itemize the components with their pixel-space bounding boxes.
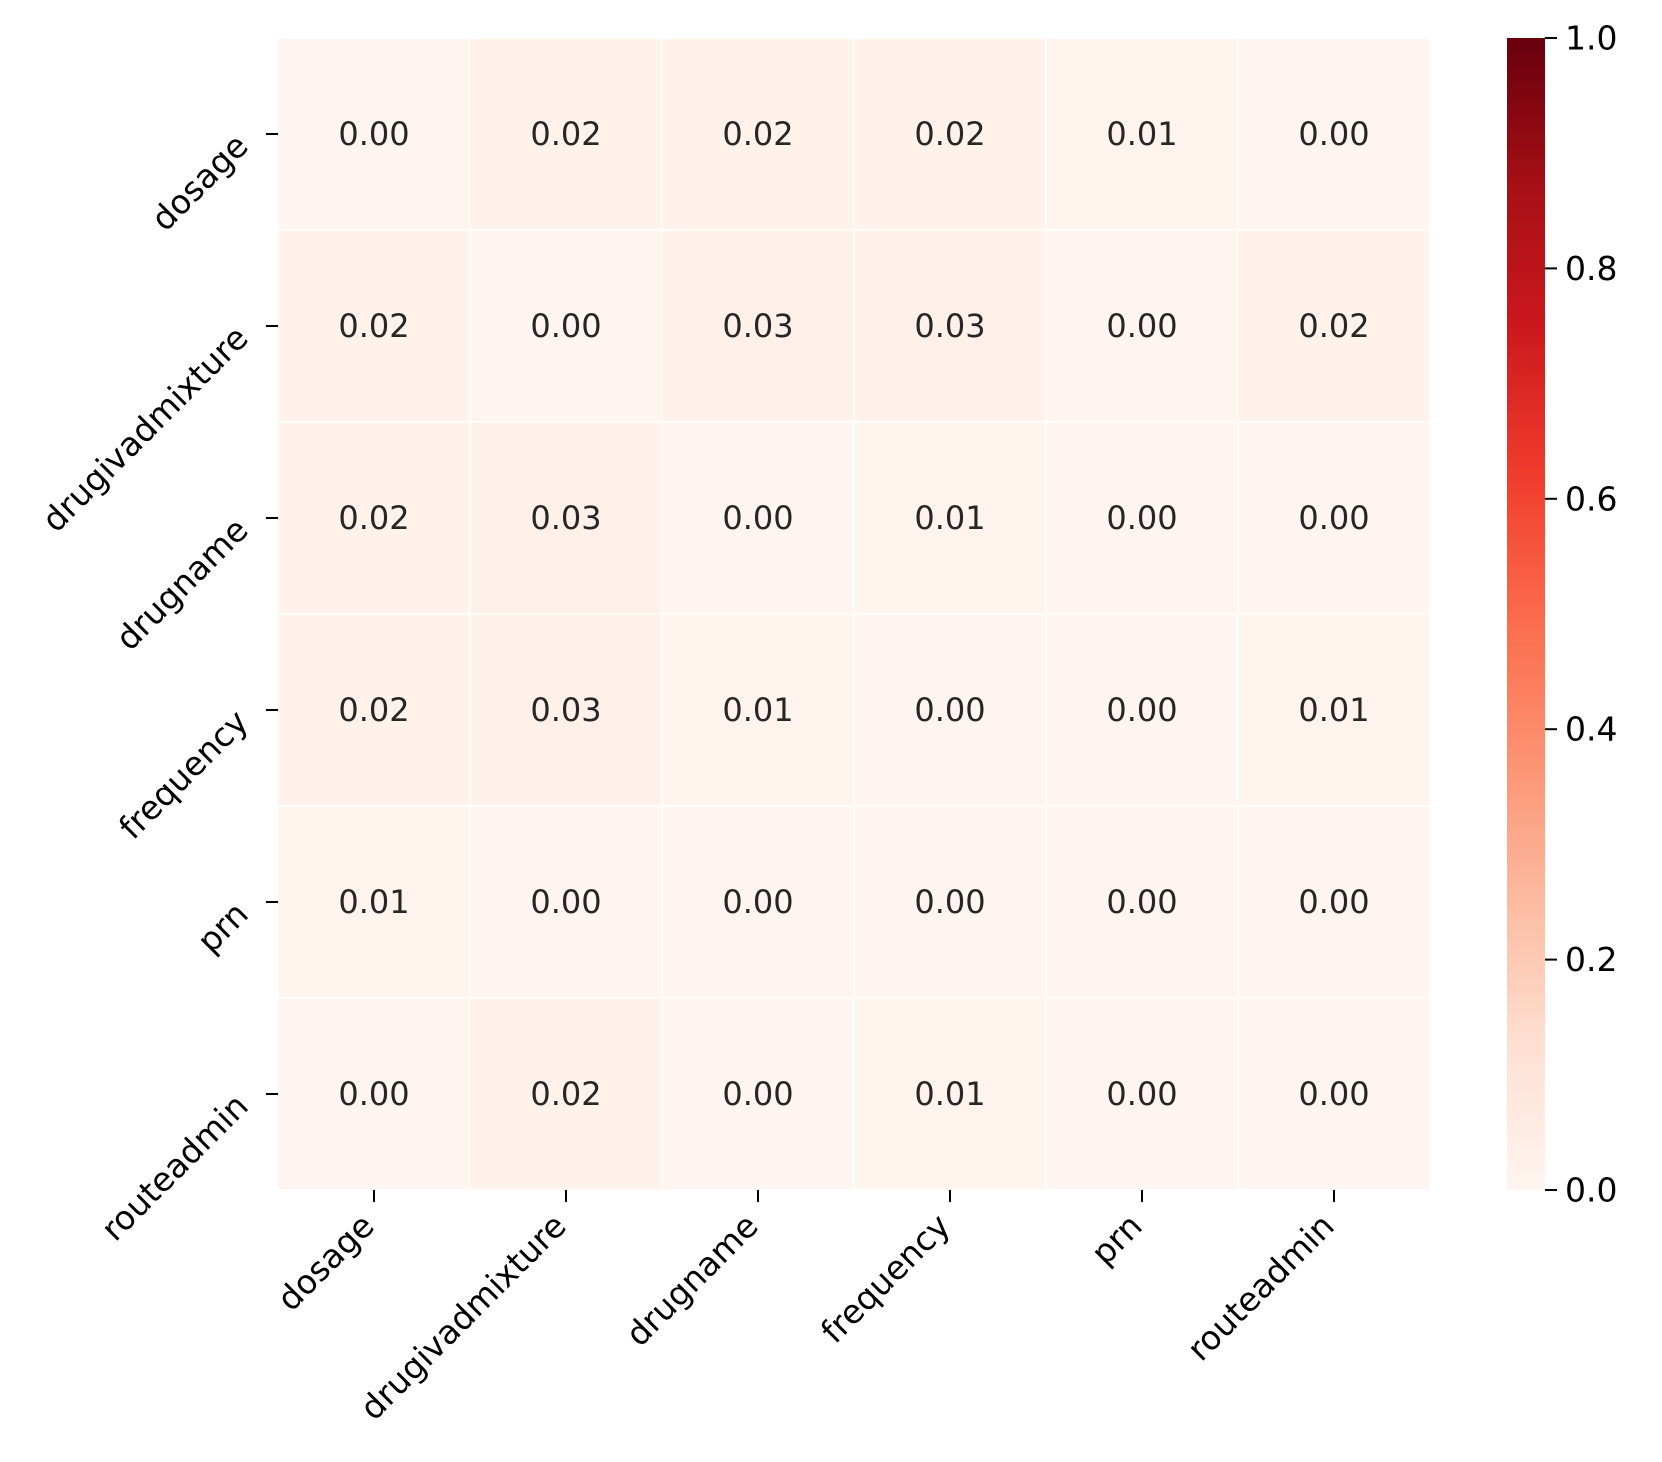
cell-value-label: 0.02 — [338, 691, 409, 729]
cell-value-label: 0.01 — [1298, 691, 1369, 729]
cell-value-label: 0.01 — [914, 1075, 985, 1113]
colorbar-tick-label: 0.6 — [1565, 479, 1617, 518]
cell-value-label: 0.00 — [1106, 307, 1177, 345]
heatmap-cell — [277, 997, 471, 1191]
cell-value-label: 0.01 — [722, 691, 793, 729]
heatmap-cell — [1045, 997, 1239, 1191]
cell-value-label: 0.01 — [914, 499, 985, 537]
colorbar-tick-label: 0.4 — [1565, 710, 1617, 749]
cell-value-label: 0.01 — [1106, 115, 1177, 153]
heatmap-cell — [277, 805, 471, 999]
cell-value-label: 0.03 — [914, 307, 985, 345]
heatmap-cell — [469, 421, 663, 615]
colorbar-tick-label: 0.8 — [1565, 249, 1617, 288]
cell-value-label: 0.00 — [722, 499, 793, 537]
cell-value-label: 0.00 — [1298, 1075, 1369, 1113]
cell-value-label: 0.02 — [914, 115, 985, 153]
cell-value-label: 0.02 — [1298, 307, 1369, 345]
colorbar-gradient — [1507, 38, 1545, 1190]
cell-value-label: 0.02 — [530, 115, 601, 153]
cell-value-label: 0.00 — [1298, 115, 1369, 153]
cell-value-label: 0.02 — [530, 1075, 601, 1113]
heatmap-cell — [469, 613, 663, 807]
heatmap-cell — [1237, 997, 1431, 1191]
heatmap-cell — [1045, 421, 1239, 615]
cell-value-label: 0.03 — [530, 691, 601, 729]
heatmap-cell — [661, 37, 855, 231]
cell-value-label: 0.00 — [1106, 499, 1177, 537]
heatmap-cell — [1045, 613, 1239, 807]
heatmap-cell — [853, 37, 1047, 231]
heatmap-cell — [853, 229, 1047, 423]
heatmap-cell — [661, 997, 855, 1191]
cell-value-label: 0.00 — [914, 691, 985, 729]
cell-value-label: 0.00 — [530, 883, 601, 921]
colorbar-tick-label: 1.0 — [1565, 19, 1617, 58]
heatmap-cell — [853, 613, 1047, 807]
heatmap-cell — [1237, 421, 1431, 615]
cell-value-label: 0.00 — [530, 307, 601, 345]
heatmap-cell — [853, 421, 1047, 615]
heatmap-cell — [853, 997, 1047, 1191]
cell-value-label: 0.02 — [338, 499, 409, 537]
colorbar: 0.0 0.2 0.4 0.6 0.8 1.0 — [1507, 19, 1617, 1210]
cell-value-label: 0.00 — [1106, 883, 1177, 921]
heatmap-cell — [277, 229, 471, 423]
heatmap-cell — [469, 37, 663, 231]
cell-value-label: 0.02 — [722, 115, 793, 153]
heatmap-cell-labels: 0.00 0.02 0.02 0.02 0.01 0.00 0.02 0.00 0.03 0.03… — [338, 115, 1369, 1113]
heatmap-cells — [277, 37, 1431, 1191]
heatmap-cell — [469, 229, 663, 423]
cell-value-label: 0.01 — [338, 883, 409, 921]
cell-value-label: 0.00 — [338, 115, 409, 153]
heatmap-cell — [661, 613, 855, 807]
cell-value-label: 0.03 — [722, 307, 793, 345]
cell-value-label: 0.00 — [722, 1075, 793, 1113]
heatmap-cell — [277, 37, 471, 231]
cell-value-label: 0.02 — [338, 307, 409, 345]
heatmap-cell — [661, 421, 855, 615]
heatmap-cell — [661, 229, 855, 423]
colorbar-tick-label: 0.0 — [1565, 1171, 1617, 1210]
cell-value-label: 0.00 — [722, 883, 793, 921]
cell-value-label: 0.00 — [1106, 691, 1177, 729]
cell-value-label: 0.00 — [1298, 883, 1369, 921]
colorbar-tick-label: 0.2 — [1565, 940, 1617, 979]
heatmap-cell — [277, 613, 471, 807]
heatmap-cell — [1237, 229, 1431, 423]
cell-value-label: 0.00 — [914, 883, 985, 921]
heatmap-cell — [469, 805, 663, 999]
heatmap-cell — [1045, 805, 1239, 999]
heatmap-cell — [277, 421, 471, 615]
heatmap-cell — [1237, 805, 1431, 999]
heatmap-cell — [1237, 613, 1431, 807]
cell-value-label: 0.00 — [1298, 499, 1369, 537]
cell-value-label: 0.00 — [1106, 1075, 1177, 1113]
cell-value-label: 0.03 — [530, 499, 601, 537]
cell-value-label: 0.00 — [338, 1075, 409, 1113]
